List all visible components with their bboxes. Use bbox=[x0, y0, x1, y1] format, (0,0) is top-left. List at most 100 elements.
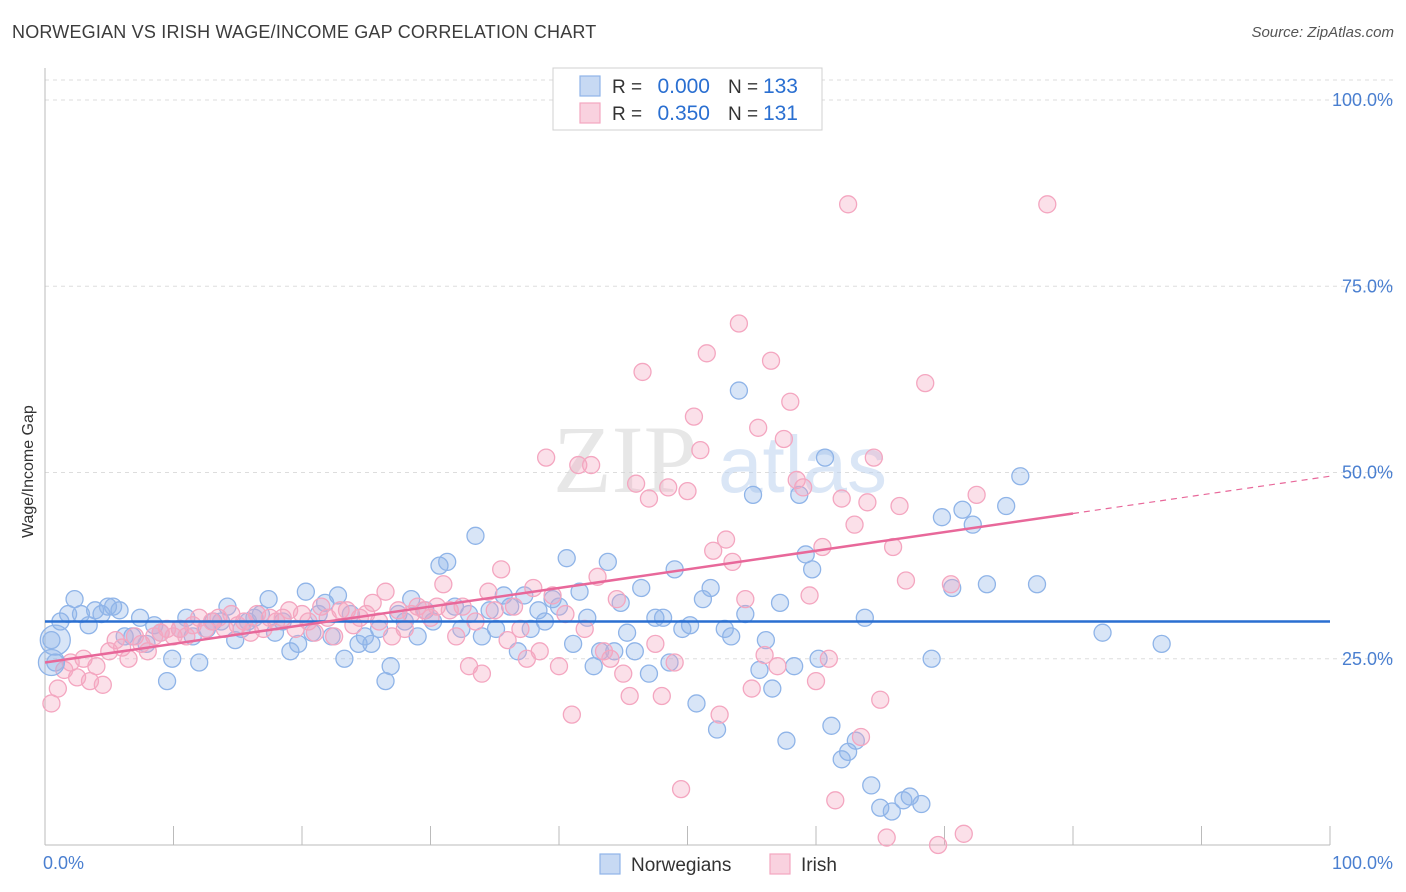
watermark-atlas: atlas bbox=[718, 420, 887, 509]
scatter-point bbox=[570, 582, 589, 601]
scatter-point bbox=[701, 578, 720, 598]
scatter-point bbox=[954, 824, 973, 843]
scatter-point bbox=[115, 627, 134, 646]
bottom-legend-swatch bbox=[599, 853, 621, 875]
scatter-point bbox=[556, 604, 575, 624]
scatter-point bbox=[93, 675, 112, 694]
scatter-point bbox=[794, 478, 813, 497]
legend-r-label: R = bbox=[612, 104, 642, 125]
scatter-point bbox=[402, 590, 421, 609]
scatter-point bbox=[697, 344, 716, 363]
scatter-point bbox=[862, 776, 881, 795]
scatter-point bbox=[639, 489, 659, 508]
scatter-point bbox=[871, 690, 890, 709]
scatter-point bbox=[355, 627, 375, 646]
scatter-point bbox=[569, 455, 588, 475]
legend-r-value: 0.000 bbox=[657, 75, 710, 98]
scatter-point bbox=[756, 630, 776, 650]
scatter-point bbox=[953, 500, 972, 519]
scatter-point bbox=[312, 597, 331, 616]
scatter-point bbox=[716, 530, 736, 549]
scatter-point bbox=[498, 630, 517, 650]
legend-r-label: R = bbox=[612, 77, 642, 98]
scatter-point bbox=[781, 392, 800, 411]
bottom-legend-label: Norwegians bbox=[631, 855, 731, 876]
scatter-point bbox=[511, 619, 530, 639]
y-tick-label: 25.0% bbox=[1342, 649, 1393, 669]
scatter-point bbox=[932, 508, 952, 527]
scatter-point bbox=[281, 642, 300, 661]
scatter-point bbox=[524, 578, 543, 598]
scatter-point bbox=[549, 597, 569, 616]
scatter-point bbox=[922, 649, 941, 668]
chart-title: NORWEGIAN VS IRISH WAGE/INCOME GAP CORRE… bbox=[12, 22, 597, 42]
scatter-point bbox=[729, 314, 749, 333]
scatter-point bbox=[800, 586, 819, 605]
scatter-point bbox=[809, 649, 828, 668]
scatter-point bbox=[680, 616, 700, 635]
scatter-point bbox=[557, 549, 576, 568]
scatter-point bbox=[625, 642, 644, 661]
scatter-point bbox=[777, 731, 796, 750]
scatter-point bbox=[479, 582, 498, 601]
scatter-point bbox=[438, 552, 457, 572]
legend-n-value: 131 bbox=[763, 102, 798, 125]
scatter-point bbox=[349, 634, 368, 653]
scatter-point bbox=[328, 586, 348, 605]
scatter-point bbox=[472, 664, 492, 683]
scatter-point bbox=[190, 653, 209, 672]
legend-n-label: N = bbox=[728, 77, 758, 98]
scatter-point bbox=[98, 597, 118, 616]
scatter-point bbox=[617, 623, 637, 642]
scatter-point bbox=[729, 381, 749, 400]
scatter-point bbox=[736, 590, 755, 609]
scatter-point bbox=[755, 645, 774, 665]
scatter-point bbox=[707, 720, 727, 739]
scatter-point bbox=[363, 593, 382, 613]
scatter-point bbox=[665, 653, 684, 672]
scatter-point bbox=[376, 582, 395, 601]
scatter-point bbox=[912, 794, 931, 814]
scatter-point bbox=[163, 649, 182, 668]
scatter-point bbox=[543, 586, 562, 605]
scatter-point bbox=[42, 630, 61, 650]
scatter-point bbox=[704, 541, 723, 560]
y-tick-label: 100.0% bbox=[1332, 90, 1393, 110]
scatter-point bbox=[632, 578, 651, 598]
scatter-point bbox=[575, 619, 594, 639]
scatter-point bbox=[530, 642, 549, 661]
bottom-legend-label: Irish bbox=[801, 855, 837, 876]
scatter-point bbox=[877, 828, 896, 847]
scatter-point bbox=[963, 515, 982, 534]
scatter-point bbox=[770, 593, 790, 613]
scatter-point bbox=[977, 575, 997, 594]
scatter-point bbox=[671, 779, 691, 799]
scatter-point bbox=[1152, 634, 1171, 653]
scatter-point bbox=[871, 798, 890, 817]
scatter-point bbox=[549, 657, 569, 676]
y-tick-label: 50.0% bbox=[1342, 463, 1393, 483]
scatter-point bbox=[826, 791, 845, 810]
scatter-point bbox=[434, 575, 453, 594]
scatter-point bbox=[529, 601, 548, 620]
trend-line-extension bbox=[1072, 475, 1331, 515]
scatter-point bbox=[882, 802, 901, 821]
scatter-point bbox=[620, 686, 639, 706]
scatter-point bbox=[858, 493, 877, 512]
scatter-point bbox=[1038, 195, 1057, 214]
scatter-point bbox=[687, 694, 706, 713]
scatter-point bbox=[639, 664, 659, 683]
scatter-point bbox=[684, 407, 704, 426]
legend-box: R = 0.000 N = 133 R = 0.350 N = 131 bbox=[552, 67, 823, 131]
scatter-point bbox=[504, 597, 524, 616]
scatter-point bbox=[743, 485, 763, 505]
scatter-point bbox=[710, 705, 729, 724]
x-tick-label-min: 0.0% bbox=[43, 853, 84, 873]
legend-n-value: 133 bbox=[763, 75, 798, 98]
scatter-point bbox=[815, 448, 835, 467]
scatter-point bbox=[652, 686, 671, 706]
scatter-point bbox=[633, 362, 652, 382]
scatter-point bbox=[832, 750, 851, 769]
scatter-point bbox=[768, 657, 787, 676]
